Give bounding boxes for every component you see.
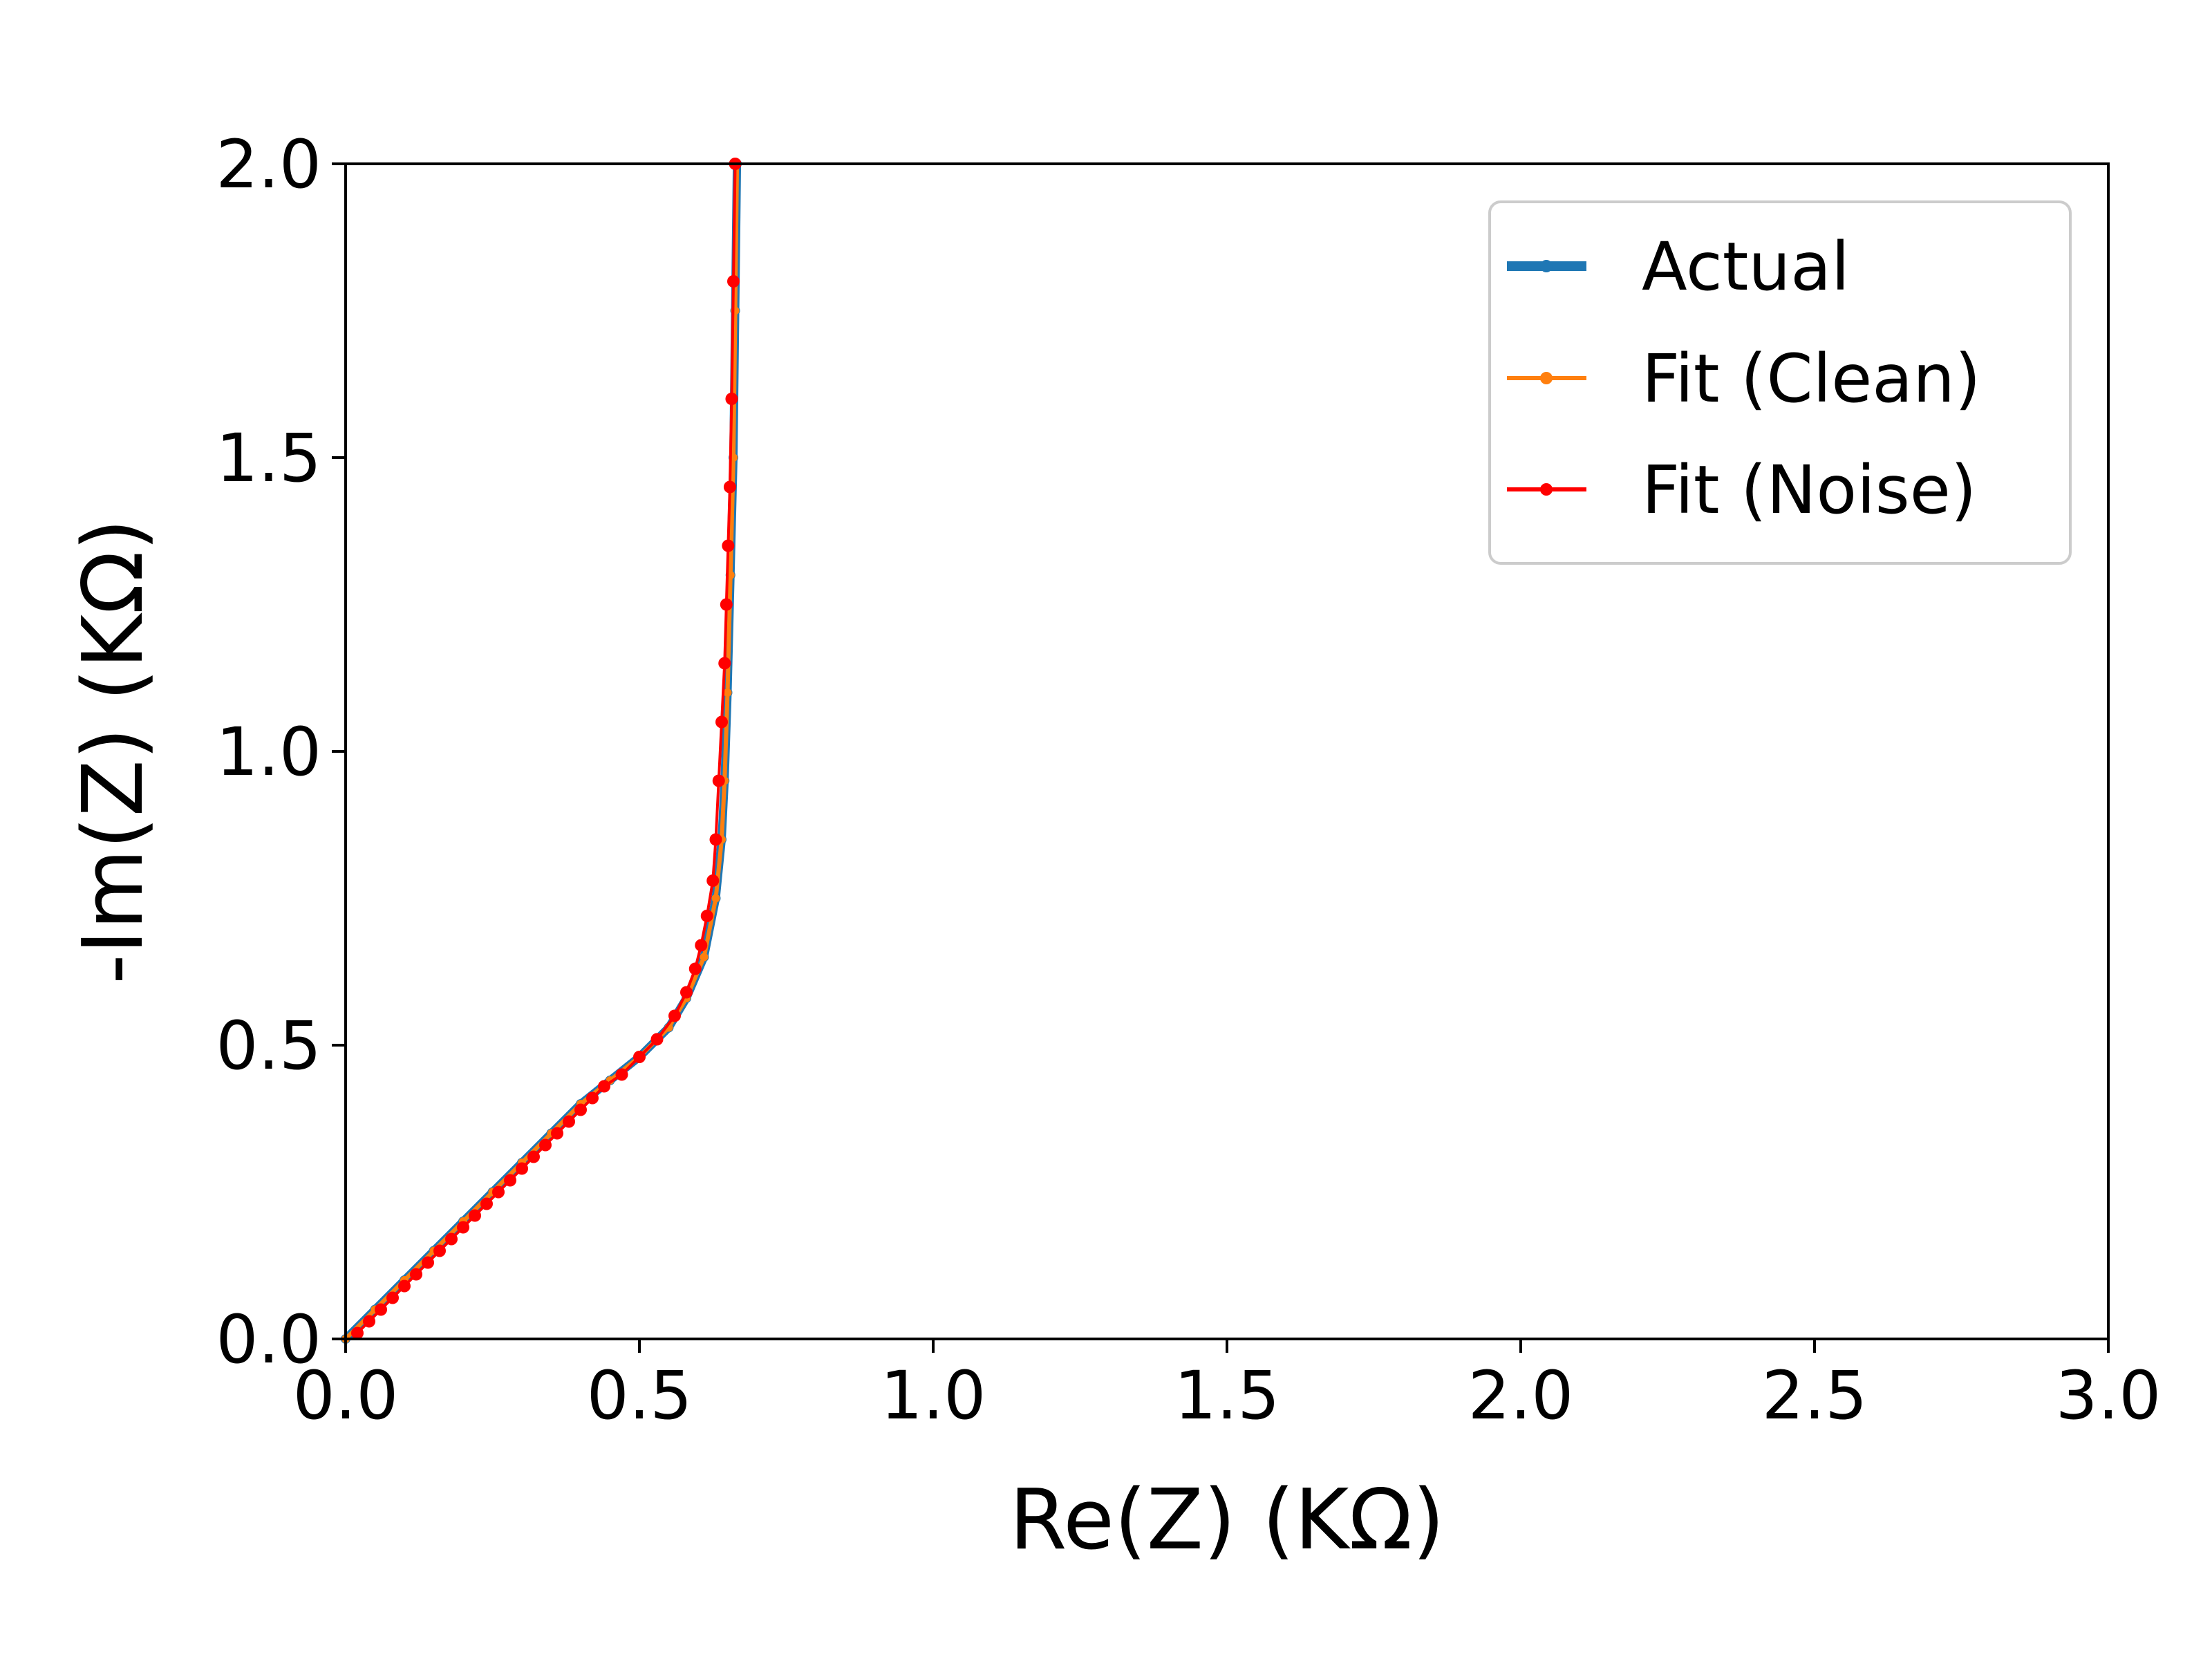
series-layer [341, 158, 742, 1344]
data-point [433, 1244, 446, 1257]
data-point [398, 1280, 411, 1293]
data-point [633, 1051, 646, 1063]
legend-swatch-marker [1540, 483, 1553, 496]
data-point [492, 1185, 505, 1199]
data-point [725, 393, 738, 405]
data-point [712, 774, 725, 787]
data-point [527, 1150, 540, 1163]
y-tick-label: 0.0 [216, 1301, 321, 1378]
x-tick-label: 1.0 [881, 1357, 986, 1434]
data-point [598, 1080, 610, 1093]
data-point [445, 1232, 458, 1246]
data-point [688, 962, 702, 975]
data-point [727, 275, 740, 288]
data-point [668, 1009, 681, 1022]
legend-label: Fit (Noise) [1642, 451, 1976, 529]
data-point [574, 1103, 587, 1116]
data-point [680, 986, 693, 999]
legend: Actual Fit (Clean) Fit (Noise) [1488, 200, 2072, 565]
data-point [363, 1315, 375, 1328]
data-point [718, 657, 731, 670]
legend-swatch-marker [1540, 260, 1553, 272]
data-point [480, 1197, 493, 1210]
y-tick-label: 2.0 [216, 126, 321, 203]
data-point [650, 1033, 664, 1046]
x-tick-label: 1.5 [1174, 1357, 1280, 1434]
data-point [386, 1291, 399, 1304]
legend-label: Actual [1642, 228, 1850, 306]
data-point [410, 1268, 422, 1281]
data-point [469, 1209, 481, 1222]
y-axis-label: -Im(Z) (KΩ) [66, 518, 162, 984]
data-point [711, 894, 720, 903]
y-axis-ticks: 0.0 0.5 1.0 1.5 2.0 [216, 126, 346, 1378]
data-point [586, 1091, 599, 1105]
y-tick-label: 1.0 [216, 713, 321, 791]
legend-label: Fit (Clean) [1642, 340, 1980, 418]
legend-item: Fit (Clean) [1507, 340, 1980, 418]
data-point [563, 1115, 575, 1128]
y-tick-label: 0.5 [216, 1007, 321, 1085]
data-point [551, 1127, 563, 1140]
data-point [706, 874, 720, 887]
data-point [375, 1303, 387, 1316]
data-point [720, 598, 733, 611]
data-point [700, 910, 713, 922]
data-point [457, 1221, 469, 1234]
legend-swatch-marker [1540, 372, 1553, 384]
x-tick-label: 0.5 [587, 1357, 693, 1434]
x-tick-label: 0.0 [293, 1357, 399, 1434]
x-tick-label: 3.0 [2056, 1357, 2162, 1434]
data-point [723, 480, 736, 494]
legend-item: Fit (Noise) [1507, 451, 1976, 529]
data-point [422, 1256, 434, 1269]
x-axis-label: Re(Z) (KΩ) [1009, 1472, 1445, 1568]
x-axis-ticks: 0.0 0.5 1.0 1.5 2.0 2.5 3.0 [293, 1339, 2162, 1434]
data-point [504, 1174, 516, 1187]
y-tick-label: 1.5 [216, 420, 321, 497]
series-fit-noise [351, 158, 742, 1340]
data-point [516, 1162, 528, 1175]
legend-box [1488, 200, 2072, 565]
data-point [539, 1138, 552, 1152]
data-point [695, 939, 708, 952]
data-point [722, 539, 735, 552]
data-point [351, 1327, 364, 1340]
data-point [615, 1068, 628, 1081]
x-tick-label: 2.0 [1468, 1357, 1574, 1434]
data-point [709, 833, 722, 846]
data-point [700, 953, 709, 962]
x-tick-label: 2.5 [1762, 1357, 1868, 1434]
data-point [723, 688, 732, 697]
legend-item: Actual [1507, 228, 1850, 306]
data-point [715, 715, 728, 729]
